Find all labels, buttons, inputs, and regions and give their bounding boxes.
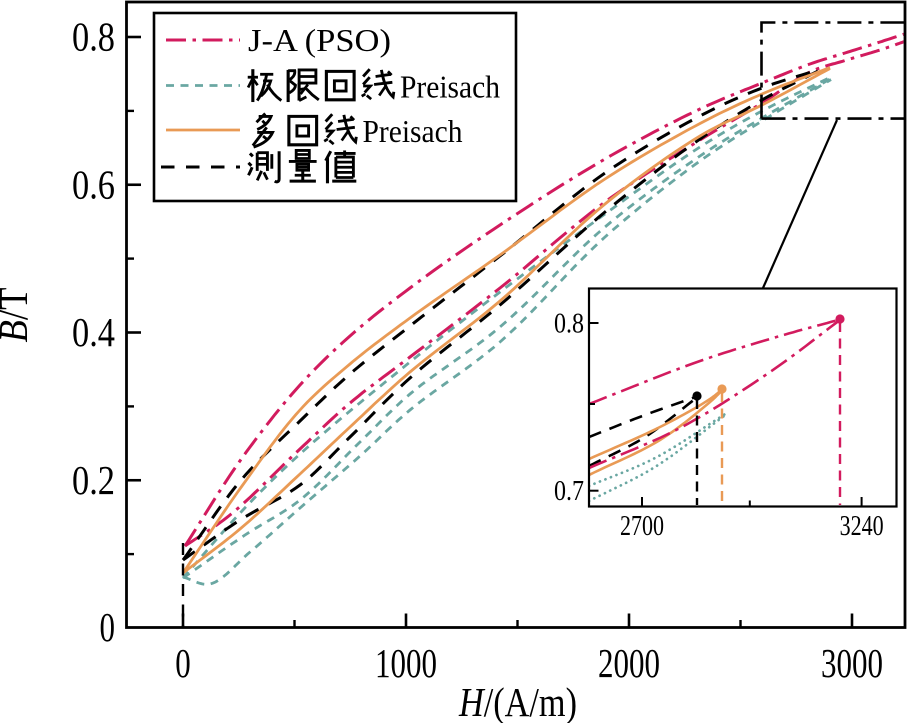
- svg-text:3240: 3240: [840, 510, 884, 542]
- svg-text:3000: 3000: [821, 640, 883, 686]
- svg-text:0: 0: [100, 604, 116, 650]
- svg-text:Preisach: Preisach: [363, 114, 463, 149]
- svg-text:0.6: 0.6: [72, 161, 115, 207]
- svg-text:0: 0: [175, 640, 191, 686]
- svg-text:Preisach: Preisach: [400, 70, 500, 105]
- svg-text:2700: 2700: [620, 510, 664, 542]
- svg-text:1000: 1000: [375, 640, 437, 686]
- svg-text:2000: 2000: [598, 640, 660, 686]
- svg-text:0.2: 0.2: [72, 457, 115, 503]
- svg-text:0.8: 0.8: [554, 308, 584, 340]
- svg-text:B/T: B/T: [0, 288, 36, 343]
- svg-text:0.7: 0.7: [554, 475, 584, 507]
- svg-text:0.4: 0.4: [72, 309, 115, 355]
- svg-text:J-A (PSO): J-A (PSO): [248, 23, 391, 58]
- svg-text:H/(A/m): H/(A/m): [458, 679, 577, 723]
- svg-text:0.8: 0.8: [72, 14, 115, 60]
